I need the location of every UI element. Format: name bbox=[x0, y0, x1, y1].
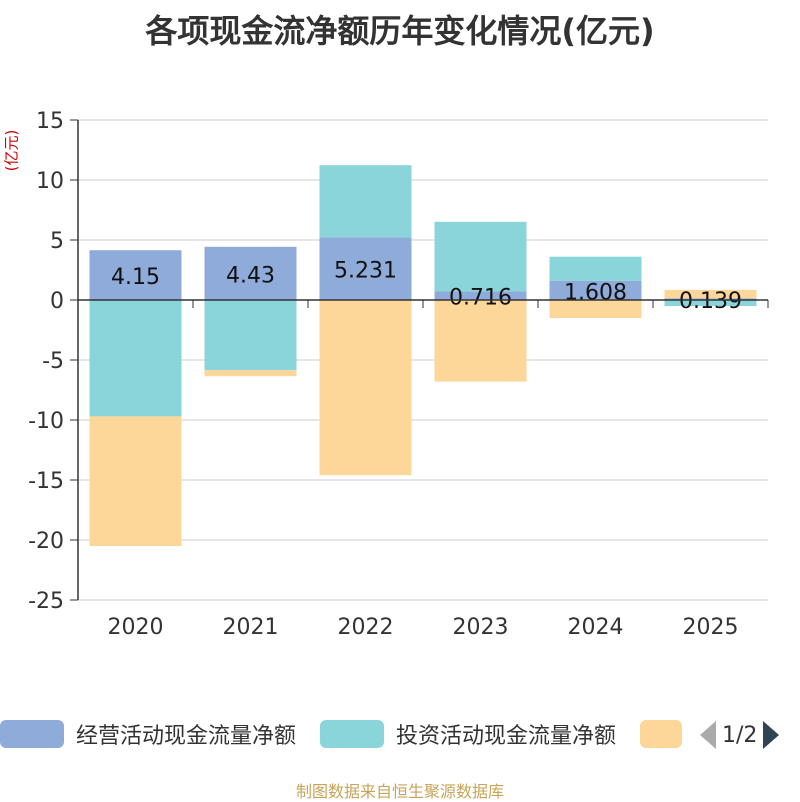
y-tick-label: -10 bbox=[28, 409, 64, 434]
legend-swatch-investing bbox=[320, 720, 384, 748]
x-tick-label-2025: 2025 bbox=[683, 615, 739, 640]
bar-series2-2025 bbox=[664, 300, 757, 306]
chart-canvas: 15 10 5 0 -5 -10 -15 -20 -25 4.15 4.43 5.231 0.716 1.… bbox=[28, 109, 769, 640]
legend: 经营活动现金流量净额 投资活动现金流量净额 bbox=[0, 716, 800, 756]
y-tick-label: 0 bbox=[50, 289, 64, 314]
bar-series1-2023 bbox=[434, 291, 527, 300]
legend-label-operating: 经营活动现金流量净额 bbox=[76, 724, 297, 749]
bar-series1-2020 bbox=[89, 250, 182, 300]
data-label-2022: 5.231 bbox=[334, 259, 397, 284]
bar-series3-2022 bbox=[319, 300, 412, 476]
bar-series2-2020 bbox=[89, 300, 182, 417]
bar-series1-2021 bbox=[204, 246, 297, 300]
bar-series3-2024 bbox=[549, 300, 642, 318]
bar-series1-2022 bbox=[319, 237, 412, 300]
legend-item-financing[interactable] bbox=[640, 716, 694, 752]
bar-series2-2024 bbox=[549, 256, 642, 281]
legend-swatch-financing bbox=[640, 720, 682, 748]
data-label-2021: 4.43 bbox=[226, 263, 275, 288]
x-tick-label-2021: 2021 bbox=[223, 615, 279, 640]
y-tick-label: -20 bbox=[28, 529, 64, 554]
footer-source: 制图数据来自恒生聚源数据库 bbox=[295, 782, 504, 801]
x-tick-label-2023: 2023 bbox=[453, 615, 509, 640]
bar-series2-2021 bbox=[204, 300, 297, 371]
legend-swatch-operating bbox=[0, 720, 64, 748]
x-tick-label-2020: 2020 bbox=[108, 615, 164, 640]
data-label-2023: 0.716 bbox=[449, 286, 512, 311]
legend-next-arrow-icon[interactable] bbox=[763, 721, 780, 749]
x-tick-label-2024: 2024 bbox=[568, 615, 624, 640]
data-label-2024: 1.608 bbox=[564, 280, 627, 305]
y-tick-label: -25 bbox=[28, 589, 64, 614]
y-tick-label: -5 bbox=[42, 349, 64, 374]
legend-item-investing[interactable]: 投资活动现金流量净额 bbox=[320, 716, 616, 752]
chart-title: 各项现金流净额历年变化情况(亿元) bbox=[145, 12, 655, 50]
data-label-2025: 0.139 bbox=[679, 289, 742, 314]
bar-series3-2023 bbox=[434, 300, 527, 382]
legend-pager: 1/2 bbox=[700, 718, 780, 752]
y-tick-label: 15 bbox=[36, 109, 64, 134]
legend-page-indicator: 1/2 bbox=[722, 722, 758, 748]
bar-series3-2025 bbox=[664, 289, 757, 299]
x-tick-label-2022: 2022 bbox=[338, 615, 394, 640]
data-label-2020: 4.15 bbox=[111, 265, 160, 290]
bar-series3-2020 bbox=[89, 416, 182, 546]
y-tick-label: 10 bbox=[36, 169, 64, 194]
y-tick-label: 5 bbox=[50, 229, 64, 254]
bar-series1-2024 bbox=[549, 280, 642, 300]
bar-series1-2025 bbox=[664, 298, 757, 300]
legend-item-operating[interactable]: 经营活动现金流量净额 bbox=[0, 716, 296, 752]
bar-series2-2022 bbox=[319, 165, 412, 238]
legend-prev-arrow-icon[interactable] bbox=[700, 721, 716, 749]
bar-series2-2023 bbox=[434, 221, 527, 292]
bar-series3-2021 bbox=[204, 370, 297, 377]
y-tick-label: -15 bbox=[28, 469, 64, 494]
legend-label-investing: 投资活动现金流量净额 bbox=[396, 724, 617, 749]
